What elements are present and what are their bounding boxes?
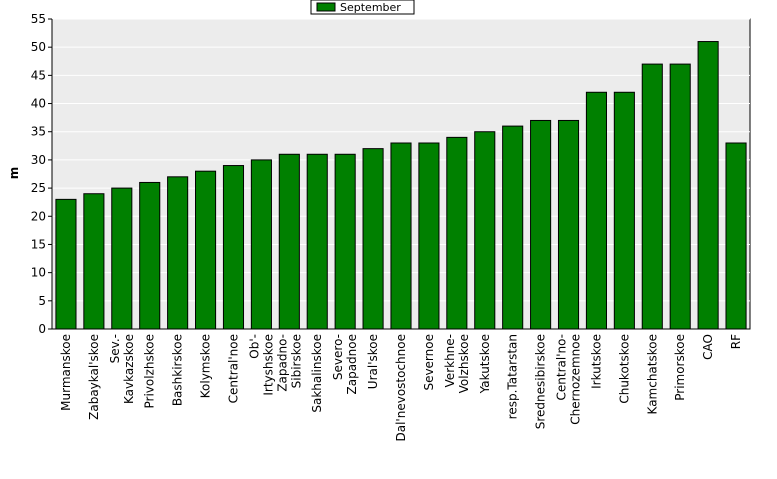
y-tick-label: 55 xyxy=(31,12,46,26)
x-tick-label: Irkutskoe xyxy=(589,334,603,389)
bar xyxy=(530,119,552,330)
x-tick-label: Sev.- xyxy=(108,334,122,363)
legend-swatch xyxy=(316,2,336,12)
x-tick-label: Bashkirskoe xyxy=(171,334,185,406)
y-tick-label: 25 xyxy=(31,181,46,195)
y-tick-label: 45 xyxy=(31,68,46,82)
bar xyxy=(55,198,77,330)
x-tick-label: Dal'nevostochnoe xyxy=(394,334,408,442)
x-tick-label: Primorskoe xyxy=(673,334,687,401)
y-tick-label: 20 xyxy=(31,209,46,223)
bar xyxy=(334,153,356,330)
bar xyxy=(139,181,161,330)
x-tick-label: Ob'- xyxy=(247,334,261,359)
y-tick-label: 30 xyxy=(31,153,46,167)
x-tick-label: Central'no- xyxy=(555,334,569,401)
x-tick-label: Chukotskoe xyxy=(617,334,631,404)
bar xyxy=(585,91,607,330)
x-tick-label: Kavkazskoe xyxy=(122,334,136,404)
plot-area: 0 5 10 15 20 25 30 35 40 45 50 55 Murmanskoe Zabaykal… xyxy=(31,12,751,442)
y-tick-label: 40 xyxy=(31,97,46,111)
bar xyxy=(390,142,412,330)
y-tick-label: 15 xyxy=(31,237,46,251)
bar xyxy=(167,176,189,330)
x-tick-label: CAO xyxy=(701,334,715,360)
x-tick-label: resp.Tatarstan xyxy=(506,334,520,419)
legend: September xyxy=(310,0,415,15)
bar xyxy=(613,91,635,330)
x-tick-label: Central'noe xyxy=(226,334,240,403)
x-tick-label: Srednesibirskoe xyxy=(534,334,548,429)
y-tick-label: 35 xyxy=(31,125,46,139)
bar xyxy=(446,136,468,330)
bar xyxy=(306,153,328,330)
x-tick-label: Chernozemnoe xyxy=(569,334,583,425)
x-tick-label: Zapadnoe xyxy=(345,334,359,395)
x-tick-label: RF xyxy=(729,334,743,349)
legend-box xyxy=(310,0,415,15)
x-tick-label: Kamchatskoe xyxy=(645,334,659,414)
bar xyxy=(111,187,133,330)
x-tick-label: Sakhalinskoe xyxy=(310,334,324,413)
bar xyxy=(557,119,580,330)
x-tick-label: Volzhskoe xyxy=(457,334,471,393)
x-tick-label: Yakutskoe xyxy=(478,334,492,394)
x-tick-label: Severnoe xyxy=(422,334,436,391)
x-tick-label: Murmanskoe xyxy=(59,334,73,411)
bar xyxy=(474,131,496,330)
bar xyxy=(725,142,747,330)
x-tick-label: Privolzhskoe xyxy=(143,334,157,408)
x-tick-label: Severo- xyxy=(331,334,345,380)
bar xyxy=(195,170,217,330)
x-tick-label: Zapadno- xyxy=(275,334,289,392)
bar xyxy=(222,165,245,330)
bar xyxy=(697,41,719,330)
y-tick-label: 5 xyxy=(38,294,46,308)
bar xyxy=(418,142,440,330)
bar xyxy=(362,148,384,330)
legend-label: September xyxy=(340,1,401,14)
y-tick-label: 10 xyxy=(31,266,46,280)
x-tick-label: Verkhne- xyxy=(443,334,457,387)
bar xyxy=(641,63,663,330)
bar xyxy=(278,153,300,330)
y-tick-label: 0 xyxy=(38,322,46,336)
y-tick-label: 50 xyxy=(31,40,46,54)
bar xyxy=(83,193,105,330)
bar xyxy=(669,63,691,330)
x-tick-label: Irtyshskoe xyxy=(261,334,275,396)
x-tick-label: Zabaykal'skoe xyxy=(87,334,101,420)
x-tick-label: Ural'skoe xyxy=(366,334,380,389)
bar xyxy=(502,125,524,330)
bar xyxy=(250,159,272,330)
y-axis-label: m xyxy=(7,167,21,180)
x-tick-label: Sibirskoe xyxy=(289,334,303,388)
x-tick-label: Kolymskoe xyxy=(199,334,213,398)
